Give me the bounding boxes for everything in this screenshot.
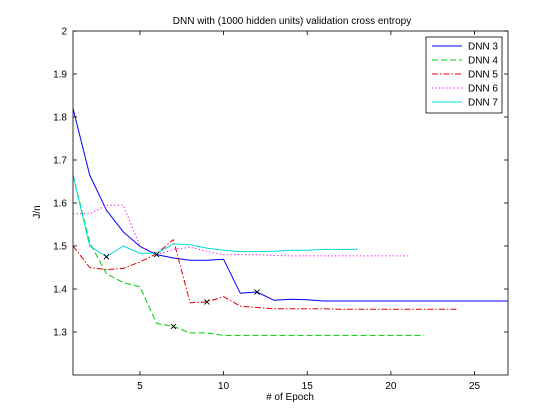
legend-item-1: DNN 3 — [432, 42, 498, 53]
y-axis-title: J/n — [32, 205, 43, 218]
y-tick-label: 1.3 — [53, 328, 67, 339]
series-marker-1 — [254, 289, 260, 295]
series-marker-4 — [153, 251, 160, 258]
x-tick-label: 15 — [302, 381, 314, 392]
series-marker-2 — [170, 323, 177, 330]
x-tick-label: 20 — [385, 381, 397, 392]
series-line-1 — [73, 108, 508, 302]
legend-item-4: DNN 6 — [432, 84, 498, 95]
legend-label: DNN 3 — [468, 42, 498, 53]
y-tick-label: 1.9 — [53, 70, 67, 81]
y-tick-label: 2 — [61, 27, 67, 38]
legend: DNN 3 DNN 4 DNN 5 DNN 6 DNN 7 — [425, 36, 503, 114]
legend-item-3: DNN 5 — [432, 70, 498, 81]
y-tick-label: 1.6 — [53, 199, 67, 210]
x-tick-label: 5 — [137, 381, 143, 392]
ticks-layer: 5 10 15 20 25 1.3 1.4 1.5 1.6 1.7 1.8 1.9 2 — [53, 27, 508, 392]
x-axis-title: # of Epoch — [266, 392, 314, 403]
y-tick-label: 1.5 — [53, 242, 67, 253]
x-tick-label: 10 — [218, 381, 230, 392]
chart-title: DNN with (1000 hidden units) validation … — [173, 16, 411, 27]
series-line-2 — [73, 174, 425, 336]
marker-layer — [103, 251, 260, 330]
legend-item-2: DNN 4 — [432, 56, 498, 67]
legend-label: DNN 7 — [468, 98, 498, 109]
series-marker-5 — [103, 253, 110, 260]
series-layer — [73, 108, 508, 336]
legend-label: DNN 6 — [468, 84, 498, 95]
y-tick-label: 1.8 — [53, 113, 67, 124]
legend-label: DNN 4 — [468, 56, 498, 67]
x-tick-label: 25 — [469, 381, 481, 392]
y-tick-label: 1.4 — [53, 285, 67, 296]
y-tick-label: 1.7 — [53, 156, 67, 167]
legend-item-5: DNN 7 — [432, 98, 498, 109]
series-line-3 — [73, 239, 458, 310]
legend-label: DNN 5 — [468, 70, 498, 81]
legend-box — [425, 36, 503, 114]
series-marker-3 — [204, 299, 210, 305]
series-line-5 — [73, 174, 358, 258]
